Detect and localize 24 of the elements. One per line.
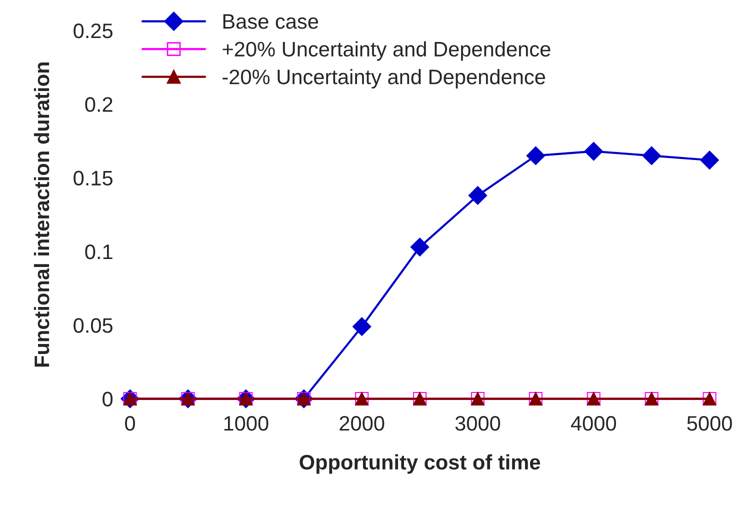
point [700,150,719,170]
x-tick-label: 5000 [687,416,732,431]
point [526,146,546,166]
legend-label: -20% Uncertainty and Dependence [222,69,546,88]
legend-label: Base case [223,14,318,29]
x-axis-title: Opportunity cost of time [300,454,540,474]
x-tick-label: 0 [125,416,136,431]
x-tick-label: 4000 [570,416,616,431]
y-tick-label: 0.1 [85,244,112,260]
y-tick-label: 0.15 [74,170,112,186]
y-tick-label: 0.2 [85,97,112,112]
x-tick-label: 1000 [224,416,268,431]
x-tick-label: 2000 [340,416,384,431]
y-tick-label: 0.05 [74,318,112,333]
y-tick-label: 0 [102,392,113,407]
x-tick-label: 3000 [455,416,500,431]
point [468,186,488,205]
point [584,142,604,161]
point [642,146,661,166]
y-axis-title: Functional interaction duration [34,62,50,367]
point [352,317,372,336]
legend-label: +20% Uncertainty and Dependence [222,41,550,61]
y-tick-label: 0.25 [74,23,112,38]
point [410,238,430,256]
